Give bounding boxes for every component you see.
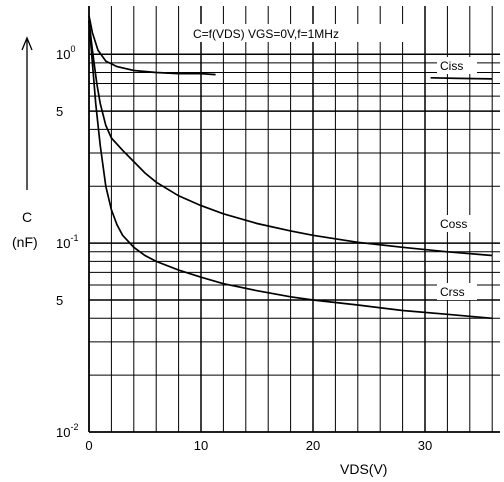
grid xyxy=(88,6,500,433)
series-label-backdrop xyxy=(437,283,477,300)
x-tick-label: 10 xyxy=(194,438,208,453)
y-tick-label: 5 xyxy=(56,104,63,119)
y-axis-arrow-head xyxy=(21,36,33,51)
y-axis-label: C xyxy=(22,209,32,225)
series-label-ciss: Ciss xyxy=(440,59,463,73)
series-label-crss: Crss xyxy=(440,285,465,299)
legend-labels: Ciss Coss Crss xyxy=(437,57,477,300)
y-tick-exponent: 0 xyxy=(70,44,75,54)
x-tick-label: 0 xyxy=(85,438,92,453)
y-tick-exponent: -1 xyxy=(70,233,78,243)
y-tick-exponent: -2 xyxy=(70,422,78,432)
y-axis-unit: (nF) xyxy=(12,234,38,250)
chart-title: C=f(VDS) VGS=0V,f=1MHz xyxy=(193,27,339,41)
series-line-ciss xyxy=(88,15,216,76)
x-axis-label: VDS(V) xyxy=(340,461,387,477)
x-tick-label: 20 xyxy=(306,438,320,453)
series-label-coss: Coss xyxy=(440,217,467,231)
series-line-coss xyxy=(88,20,493,257)
series-label-backdrop xyxy=(437,215,477,232)
series-line-crss xyxy=(88,20,493,320)
x-tick-label: 30 xyxy=(418,438,432,453)
series-line-ciss xyxy=(430,76,493,80)
series-group xyxy=(88,15,493,320)
y-tick-label: 5 xyxy=(56,293,63,308)
series-label-backdrop xyxy=(437,57,477,74)
chart-title-backdrop xyxy=(190,24,404,42)
